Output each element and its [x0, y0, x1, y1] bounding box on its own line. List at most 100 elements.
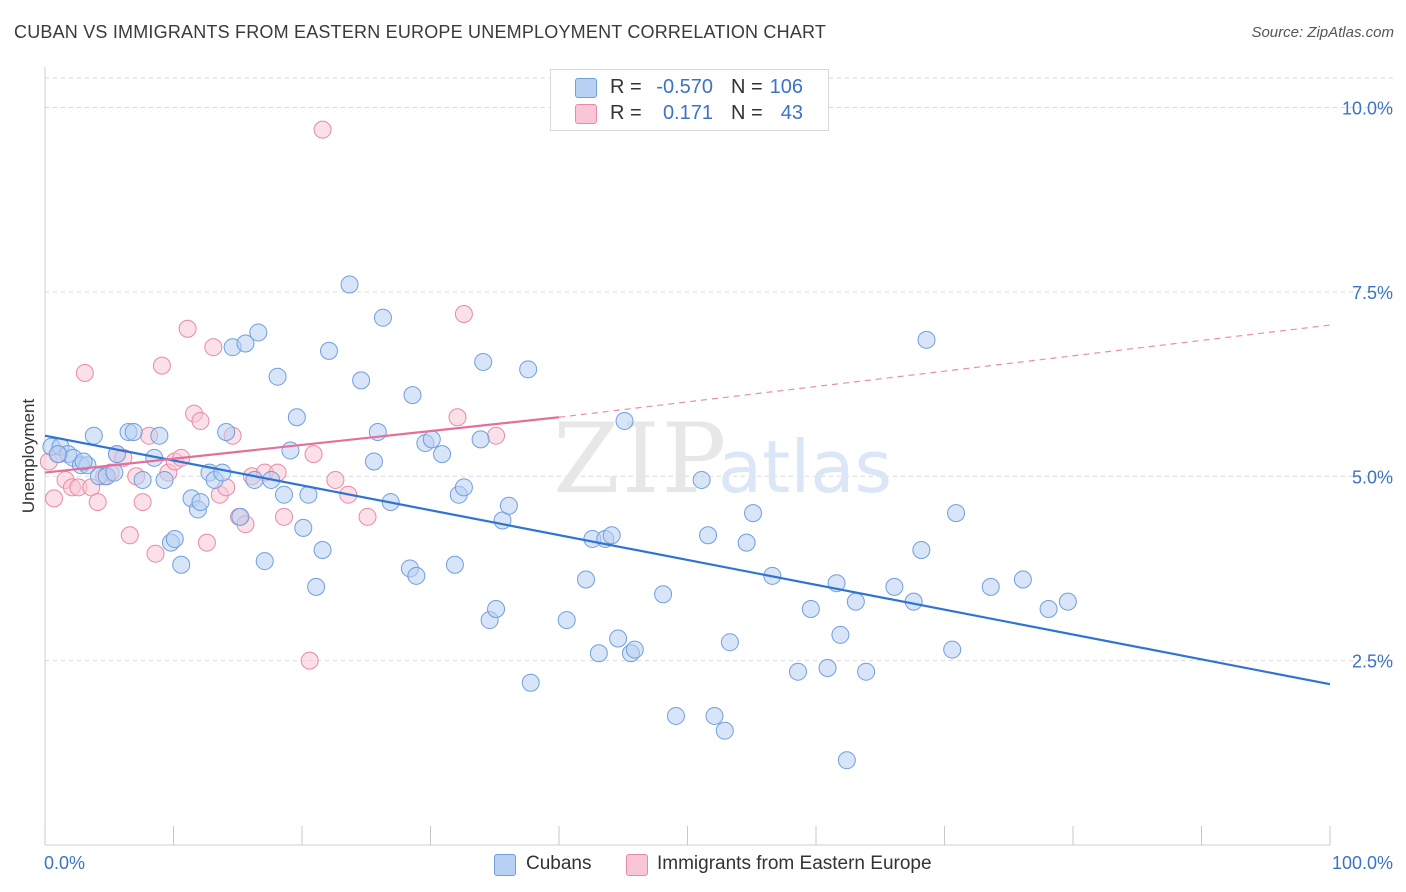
watermark-zip: ZIP: [553, 403, 728, 515]
eastern-europe-point: [326, 470, 345, 489]
y-tick-label: 5.0%: [1352, 467, 1393, 487]
cubans-point: [445, 555, 464, 574]
cubans-point: [846, 592, 865, 611]
cubans-point: [609, 629, 628, 648]
cubans-point: [654, 585, 673, 604]
cubans-point: [576, 570, 595, 589]
cubans-point: [191, 493, 210, 512]
legend-n-label: N =: [731, 76, 763, 98]
cubans-point: [1013, 570, 1032, 589]
cubans-point: [236, 334, 255, 353]
cubans-point: [801, 600, 820, 618]
bottom-legend-swatch-pink: [626, 854, 648, 876]
cubans-point: [947, 504, 966, 523]
x-tick-label: 0.0%: [44, 853, 85, 873]
cubans-point: [319, 341, 338, 360]
cubans-point: [589, 644, 608, 663]
y-tick-label: 10.0%: [1342, 99, 1393, 119]
legend-n-value: 43: [780, 102, 803, 124]
cubans-point: [407, 566, 426, 585]
cubans-point: [340, 275, 359, 294]
cubans-point: [255, 552, 274, 571]
cubans-point: [352, 371, 371, 390]
cubans-point: [602, 526, 621, 545]
cubans-point: [737, 533, 756, 552]
eastern-europe-point: [120, 526, 139, 545]
cubans-point: [917, 330, 936, 349]
source-label: Source: ZipAtlas.com: [1251, 24, 1394, 41]
cubans-point: [84, 426, 103, 445]
eastern-europe-point: [44, 489, 63, 508]
eastern-europe-point: [197, 533, 216, 552]
legend-row-cubans: R = -0.570 N = 106: [551, 74, 828, 100]
grid-lines: [45, 77, 1395, 662]
cubans-point: [213, 463, 232, 482]
watermark: ZIP atlas: [553, 403, 892, 515]
cubans-point: [133, 470, 152, 489]
y-axis-label: Unemployment: [19, 399, 38, 514]
cubans-point: [557, 611, 576, 630]
bottom-legend-swatch-blue: [494, 854, 516, 876]
eastern-europe-trend-line: [44, 416, 560, 474]
cubans-point: [124, 423, 143, 441]
eastern-europe-point: [304, 445, 323, 464]
eastern-europe-point: [275, 507, 294, 526]
cubans-point: [1058, 592, 1077, 611]
tick-labels: 2.5% 5.0% 7.5% 10.0% 0.0% 100.0%: [44, 99, 1393, 874]
cubans-point: [705, 706, 724, 725]
cubans-point: [403, 386, 422, 405]
cubans-point: [294, 518, 313, 537]
x-tick-label: 100.0%: [1332, 853, 1393, 873]
cubans-point: [74, 452, 93, 471]
cubans-point: [692, 470, 711, 489]
trend-lines: [44, 324, 1331, 686]
cubans-point: [165, 529, 184, 548]
legend-n-label: N =: [731, 102, 763, 124]
legend-swatch-blue: [575, 78, 597, 98]
cubans-point: [521, 673, 540, 692]
cubans-point: [373, 308, 392, 327]
legend-n-value: 106: [769, 76, 803, 98]
eastern-europe-point: [152, 356, 171, 375]
cubans-point: [615, 411, 634, 430]
cubans-point: [48, 445, 67, 464]
cubans-point: [155, 470, 174, 489]
eastern-europe-point: [454, 305, 473, 323]
correlation-legend: R = -0.570 N = 106 R = 0.171 N = 43: [550, 69, 829, 131]
cubans-point: [519, 360, 538, 379]
cubans-point: [837, 751, 856, 770]
cubans-point: [1039, 600, 1058, 618]
legend-r-label: R =: [610, 102, 642, 124]
cubans-point: [625, 640, 644, 659]
cubans-point: [818, 659, 837, 677]
eastern-europe-point: [313, 120, 332, 139]
bottom-legend-label: Immigrants from Eastern Europe: [657, 853, 932, 874]
cubans-point: [249, 323, 268, 342]
cubans-point: [364, 452, 383, 471]
cubans-point: [912, 541, 931, 559]
cubans-point: [857, 662, 876, 681]
cubans-point: [831, 625, 850, 644]
eastern-europe-point: [448, 408, 467, 427]
cubans-point: [422, 430, 441, 449]
cubans-point: [487, 600, 506, 618]
cubans-point: [715, 721, 734, 740]
eastern-europe-points: [39, 120, 506, 670]
cubans-point: [307, 577, 326, 596]
eastern-europe-point: [300, 651, 319, 670]
cubans-point: [454, 478, 473, 497]
cubans-point: [231, 507, 250, 526]
cubans-point: [313, 541, 332, 559]
cubans-point: [699, 526, 718, 545]
y-tick-label: 7.5%: [1352, 283, 1393, 303]
cubans-point: [268, 367, 287, 386]
eastern-europe-trend-extension: [558, 324, 1331, 418]
eastern-europe-point: [204, 338, 223, 357]
eastern-europe-point: [133, 493, 152, 512]
cubans-point: [720, 633, 739, 652]
cubans-point: [172, 555, 191, 574]
eastern-europe-point: [191, 411, 210, 430]
eastern-europe-point: [75, 364, 94, 382]
cubans-points: [42, 275, 1077, 770]
